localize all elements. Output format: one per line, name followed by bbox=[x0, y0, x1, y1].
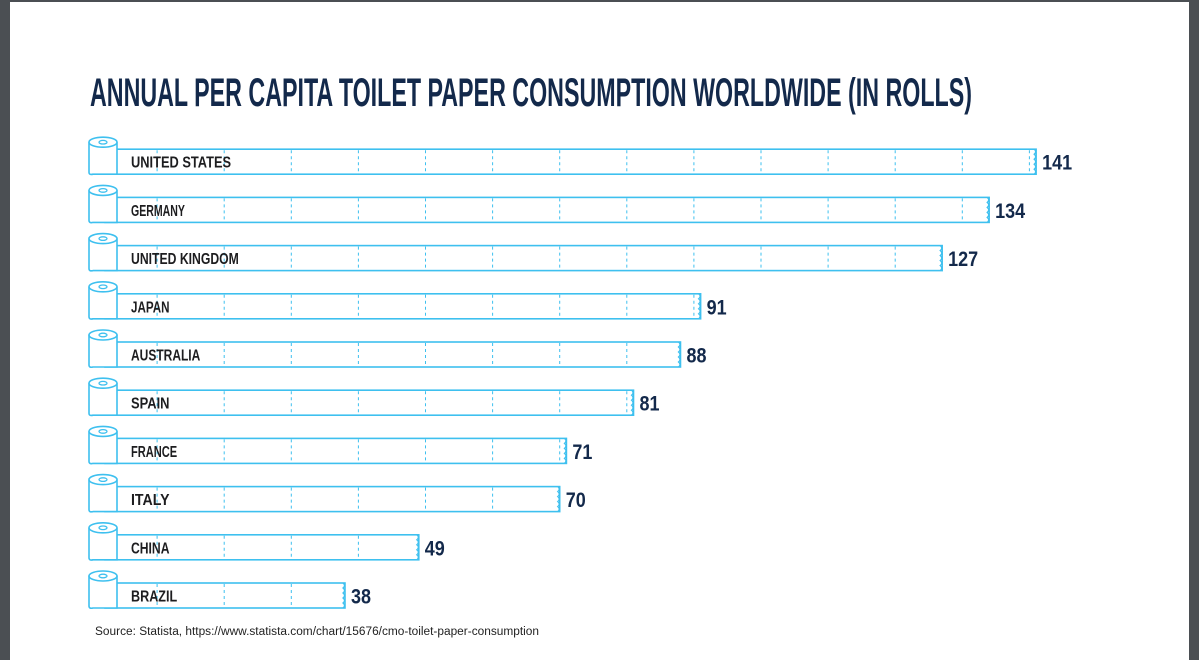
value-label: 71 bbox=[572, 441, 592, 464]
bar bbox=[104, 485, 561, 513]
bar bbox=[104, 341, 682, 368]
category-label: BRAZIL bbox=[131, 589, 177, 606]
bar bbox=[104, 389, 635, 417]
torn-edge bbox=[342, 582, 346, 609]
chart-title: ANNUAL PER CAPITA TOILET PAPER CONSUMPTI… bbox=[90, 71, 972, 115]
category-label: GERMANY bbox=[131, 203, 185, 220]
bar-row: GERMANY 134 bbox=[88, 184, 1025, 224]
toilet-roll-icon bbox=[88, 473, 118, 513]
toilet-roll-icon bbox=[88, 184, 118, 224]
value-label: 134 bbox=[995, 200, 1025, 223]
value-label: 70 bbox=[566, 489, 586, 512]
bar bbox=[104, 582, 346, 609]
category-label: CHINA bbox=[131, 540, 170, 557]
bar-row: SPAIN 81 bbox=[88, 377, 660, 417]
source-note: Source: Statista, https://www.statista.c… bbox=[95, 626, 539, 638]
bar bbox=[104, 196, 990, 224]
toilet-roll-icon bbox=[88, 377, 118, 417]
category-label: JAPAN bbox=[131, 299, 170, 316]
toilet-roll-icon bbox=[88, 136, 118, 176]
bar-row: UNITED STATES 141 bbox=[88, 136, 1072, 176]
bar-row: BRAZIL 38 bbox=[88, 570, 371, 610]
category-label: SPAIN bbox=[131, 396, 170, 413]
category-label: UNITED KINGDOM bbox=[131, 251, 239, 268]
toilet-roll-icon bbox=[88, 280, 118, 320]
category-label: ITALY bbox=[131, 492, 170, 509]
category-label: AUSTRALIA bbox=[131, 348, 201, 365]
toilet-roll-icon bbox=[88, 232, 118, 272]
toilet-roll-icon bbox=[88, 329, 118, 369]
value-label: 141 bbox=[1042, 152, 1072, 175]
torn-edge bbox=[697, 293, 701, 320]
bar bbox=[104, 292, 702, 320]
value-label: 81 bbox=[640, 393, 660, 416]
torn-edge bbox=[939, 245, 943, 272]
category-label: UNITED STATES bbox=[131, 155, 231, 172]
value-label: 91 bbox=[707, 296, 727, 319]
value-label: 49 bbox=[425, 537, 445, 560]
bar-row: JAPAN 91 bbox=[88, 280, 727, 320]
toilet-roll-icon bbox=[88, 425, 118, 465]
bar-row: AUSTRALIA 88 bbox=[88, 329, 707, 369]
torn-edge bbox=[1033, 148, 1037, 175]
torn-edge bbox=[630, 389, 634, 416]
bar-row: UNITED KINGDOM 127 bbox=[88, 232, 978, 272]
value-label: 127 bbox=[948, 248, 978, 271]
bar-row: ITALY 70 bbox=[88, 473, 586, 513]
torn-edge bbox=[986, 196, 990, 223]
torn-edge bbox=[677, 341, 681, 368]
toilet-roll-icon bbox=[88, 521, 118, 561]
bar-row: FRANCE 71 bbox=[88, 425, 593, 465]
bar bbox=[104, 148, 1037, 175]
bar-row: CHINA 49 bbox=[88, 521, 445, 561]
category-label: FRANCE bbox=[131, 444, 177, 461]
value-label: 38 bbox=[351, 586, 371, 609]
value-label: 88 bbox=[686, 345, 706, 368]
toilet-roll-icon bbox=[88, 570, 118, 610]
torn-edge bbox=[415, 534, 419, 561]
torn-edge bbox=[556, 486, 560, 513]
torn-edge bbox=[563, 437, 567, 464]
